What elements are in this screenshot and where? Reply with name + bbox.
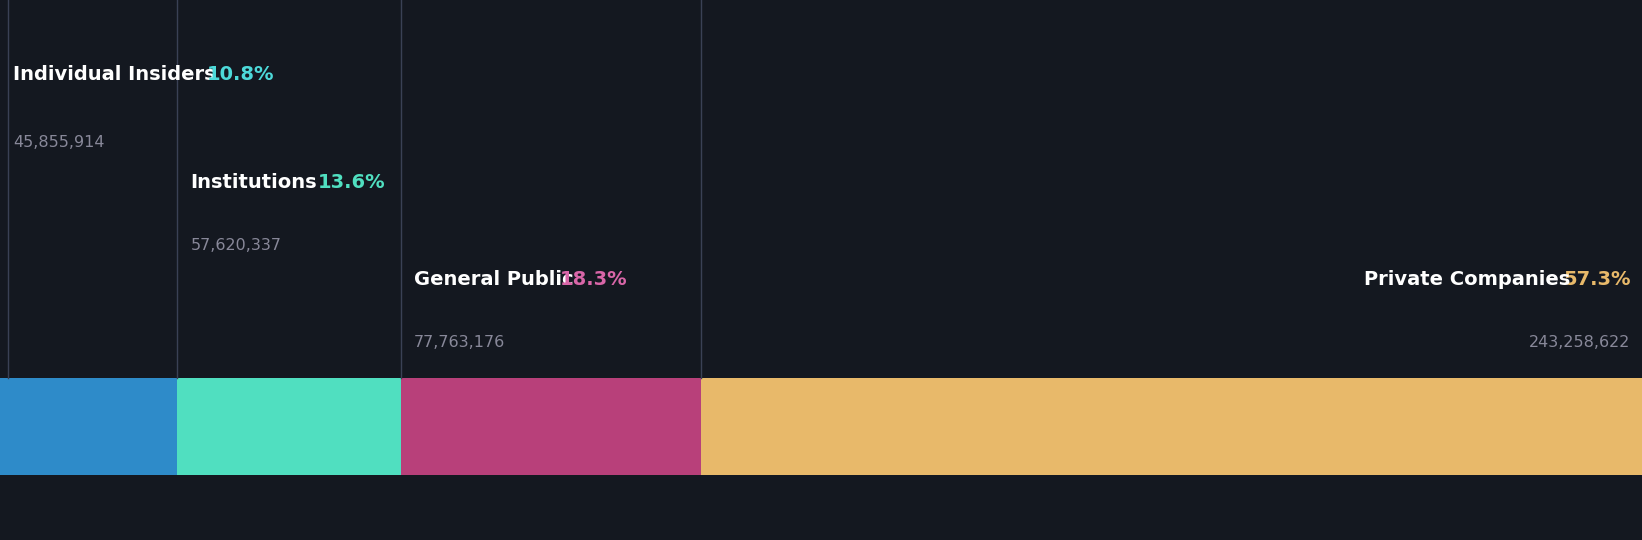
Text: 243,258,622: 243,258,622 — [1529, 335, 1631, 350]
Text: 57.3%: 57.3% — [1563, 270, 1631, 289]
Text: 57,620,337: 57,620,337 — [190, 238, 281, 253]
Text: Individual Insiders: Individual Insiders — [13, 65, 215, 84]
Text: Institutions: Institutions — [190, 173, 317, 192]
Text: 77,763,176: 77,763,176 — [414, 335, 506, 350]
Bar — [401, 378, 701, 475]
Bar — [177, 378, 401, 475]
Text: 45,855,914: 45,855,914 — [13, 135, 105, 150]
Text: 10.8%: 10.8% — [207, 65, 274, 84]
Bar — [701, 378, 1642, 475]
Text: Private Companies: Private Companies — [1363, 270, 1570, 289]
Text: 13.6%: 13.6% — [319, 173, 386, 192]
Text: General Public: General Public — [414, 270, 573, 289]
Text: 18.3%: 18.3% — [560, 270, 627, 289]
Bar — [0, 378, 177, 475]
